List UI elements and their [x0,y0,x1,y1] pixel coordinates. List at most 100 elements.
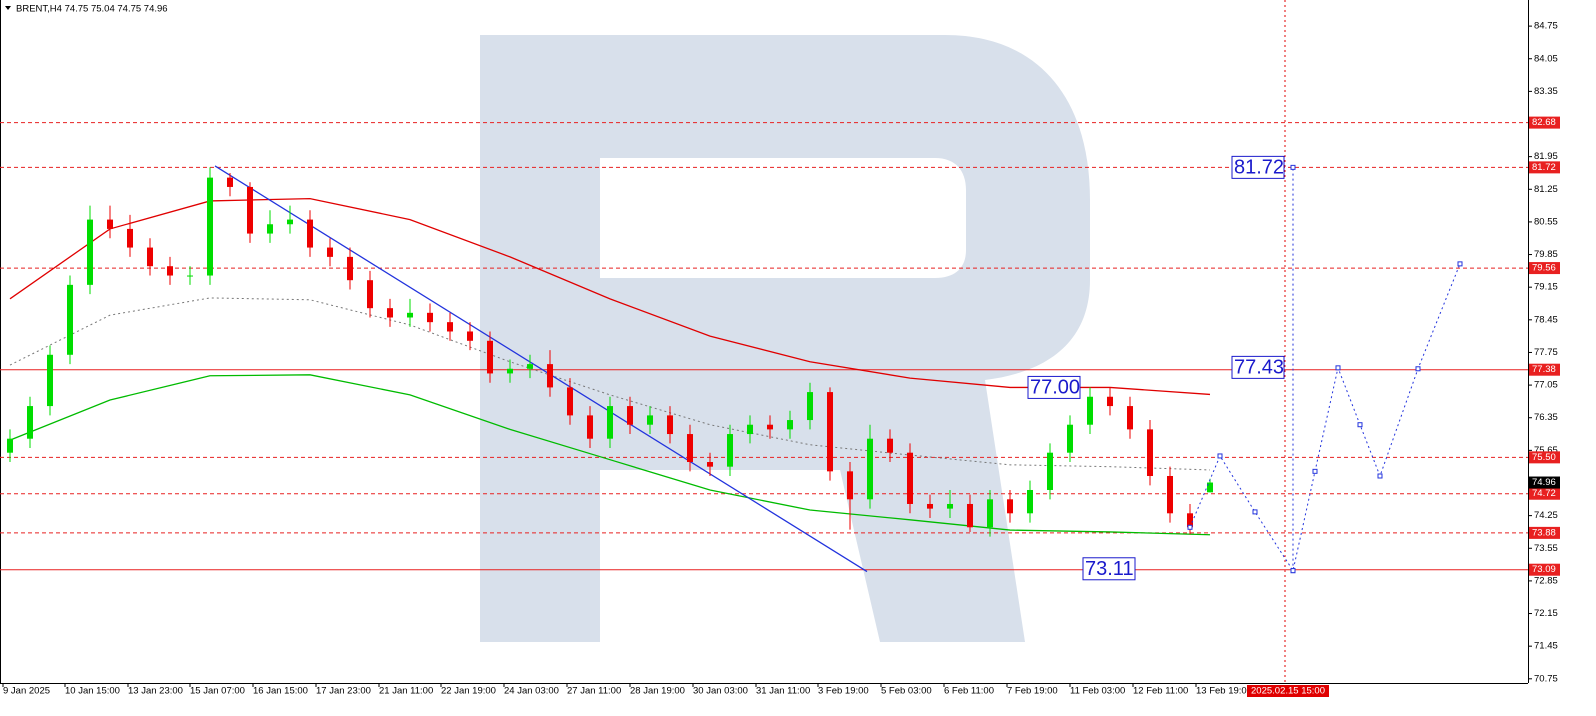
candle-body [887,438,893,453]
candle-body [1127,406,1133,430]
y-tick-label: 74.25 [1534,510,1558,521]
candle-body [87,219,93,285]
candle-body [347,256,353,281]
trend-line [214,165,868,573]
candle-body [767,424,773,430]
candle-body [47,354,53,407]
x-tick-label: 7 Feb 19:00 [1007,686,1058,697]
y-tick-label: 75.65 [1534,445,1558,456]
x-tick-label: 21 Jan 11:00 [379,686,433,697]
moving-average [9,374,1211,536]
y-tick-label: 80.55 [1534,216,1558,227]
y-tick-label: 83.35 [1534,86,1558,97]
candle-body [1087,396,1093,425]
time-marker-box [1247,685,1329,697]
candle-body [187,275,193,277]
y-tick-label: 84.75 [1534,21,1558,32]
level-label-box [1529,563,1560,576]
candle-body [747,424,753,435]
candle-body [7,438,13,453]
y-tick-label: 77.75 [1534,347,1558,358]
x-tick-label: 12 Feb 11:00 [1133,686,1188,697]
candle-body [987,499,993,528]
x-tick-label: 3 Feb 19:00 [818,686,869,697]
candle-body [407,312,413,318]
candle-body [1187,513,1193,528]
time-marker-label: 2025.02.15 15:00 [1251,686,1325,697]
menu-arrow [5,6,11,10]
x-tick-label: 11 Feb 03:00 [1070,686,1125,697]
candle-body [507,368,513,374]
level-label-box [1529,116,1560,129]
level-label: 77.38 [1532,364,1556,375]
candle-body [367,280,373,309]
annotation-label: 81.72 [1234,157,1284,179]
level-label-box [1529,363,1560,376]
y-tick-label: 84.05 [1534,53,1558,64]
x-tick-label: 30 Jan 03:00 [693,686,748,697]
candle-body [807,392,813,421]
x-tick-label: 13 Jan 23:00 [128,686,183,697]
watermark [480,35,1090,642]
candle-body [647,415,653,425]
candle-body [1167,476,1173,514]
candle-body [567,387,573,416]
last-price-box [1529,476,1560,489]
y-tick-label: 81.25 [1534,184,1558,195]
level-label: 82.68 [1532,117,1556,128]
candle-body [667,415,673,435]
y-tick-label: 72.85 [1534,575,1558,586]
x-tick-label: 16 Jan 15:00 [253,686,308,697]
x-tick-label: 5 Feb 03:00 [881,686,932,697]
level-label: 81.72 [1532,162,1556,173]
y-tick-label: 81.95 [1534,151,1558,162]
forecast-point [1457,261,1463,267]
level-label: 73.09 [1532,564,1556,575]
candle-body [547,364,553,388]
candle-body [787,420,793,430]
candle-body [427,312,433,323]
level-label: 75.50 [1532,452,1556,463]
candle-body [627,406,633,425]
y-tick-label: 79.85 [1534,249,1558,260]
forecast-point [1357,422,1363,428]
level-label: 74.72 [1532,488,1556,499]
candle-body [687,434,693,463]
x-tick-label: 9 Jan 2025 [3,686,50,697]
candle-body [447,322,453,332]
candle-body [927,503,933,509]
forecast-point [1377,473,1383,479]
x-tick-label: 22 Jan 19:00 [441,686,496,697]
candle-body [67,284,73,355]
candle-body [1067,424,1073,453]
candle-body [1207,482,1213,493]
x-tick-label: 17 Jan 23:00 [316,686,371,697]
y-tick-label: 77.05 [1534,380,1558,391]
x-tick-label: 10 Jan 15:00 [65,686,120,697]
y-tick-label: 73.55 [1534,543,1558,554]
candle-body [527,364,533,369]
y-tick-label: 70.75 [1534,673,1558,684]
chart-header: BRENT,H4 74.75 75.04 74.75 74.96 [16,4,168,15]
forecast-point [1312,468,1318,474]
candle-body [467,331,473,341]
annotation-label: 73.11 [1085,558,1134,580]
moving-average [9,297,1211,471]
y-tick-label: 71.45 [1534,641,1558,652]
x-tick-label: 15 Jan 07:00 [190,686,245,697]
x-tick-label: 13 Feb 19:00 [1196,686,1252,697]
forecast-point [1252,509,1258,515]
forecast-point [1187,524,1193,530]
y-tick-label: 79.15 [1534,282,1558,293]
y-tick-label: 72.15 [1534,608,1558,619]
annotation-box [1027,375,1081,399]
candle-body [967,503,973,528]
candle-body [607,406,613,439]
candle-body [727,434,733,467]
level-label-box [1529,526,1560,539]
x-tick-label: 27 Jan 11:00 [567,686,621,697]
level-label-box [1529,451,1560,464]
annotation-label: 77.00 [1030,377,1080,399]
candle-body [267,224,273,234]
candle-body [127,228,133,248]
